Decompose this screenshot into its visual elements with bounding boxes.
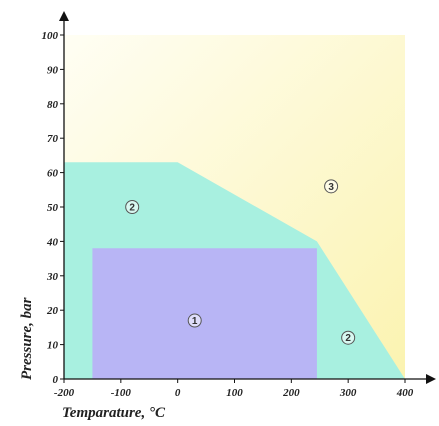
region-labels-layer: 3 2 1 2 [125, 179, 356, 345]
region-label-3-0: 3 [324, 179, 339, 194]
axes-layer [59, 11, 436, 384]
y-tick-label: 60 [47, 168, 59, 180]
y-tick-label: 100 [42, 30, 59, 42]
y-tick-label: 70 [47, 133, 59, 145]
svg-text:3: 3 [328, 182, 334, 193]
svg-text:2: 2 [129, 203, 135, 214]
x-axis-title: Temparature, °C [62, 405, 166, 421]
region-label-2-1: 2 [125, 200, 140, 214]
y-tick-label: 50 [47, 202, 59, 214]
y-tick-label: 10 [47, 340, 59, 352]
ticks-layer: -200 -100 0 100 200 300 400 0 10 20 30 40 50 60 70 80 90… [42, 30, 414, 399]
x-tick-label: 100 [226, 387, 243, 399]
regions-layer [64, 162, 405, 379]
svg-text:2: 2 [345, 333, 351, 344]
svg-text:1: 1 [192, 316, 198, 327]
x-tick-label: -100 [111, 387, 132, 399]
x-tick-label: 300 [339, 387, 357, 399]
x-tick-label: 0 [175, 387, 181, 399]
x-tick-label: -200 [54, 387, 75, 399]
region-label-extra-0: 2 [341, 330, 356, 345]
x-tick-label: 400 [396, 387, 414, 399]
y-tick-label: 0 [53, 374, 59, 386]
x-tick-label: 200 [282, 387, 300, 399]
x-axis-arrow-icon [426, 374, 436, 384]
y-tick-label: 20 [46, 305, 59, 317]
y-axis-arrow-icon [59, 11, 69, 21]
region-1-area [92, 248, 317, 379]
region-label-1-2: 1 [187, 313, 202, 328]
y-tick-label: 40 [46, 236, 59, 248]
y-axis-title: Pressure, bar [19, 297, 35, 380]
y-tick-label: 30 [46, 271, 59, 283]
y-tick-label: 80 [47, 99, 59, 111]
y-tick-label: 90 [47, 64, 59, 76]
